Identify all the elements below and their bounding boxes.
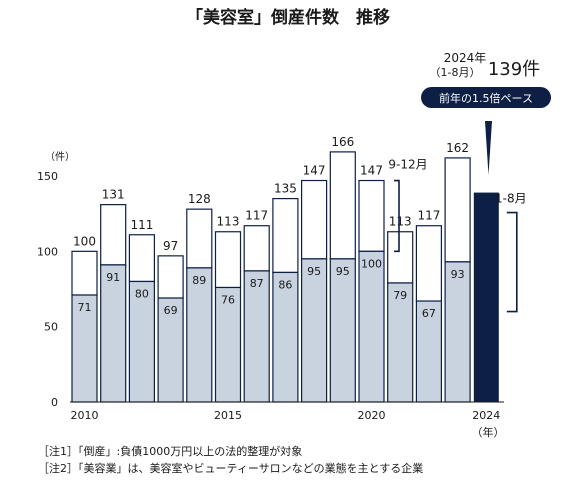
bar-total-label: 147 [303, 164, 326, 178]
label-1-8: 1-8月 [495, 192, 527, 206]
bars [71, 151, 499, 403]
x-axis-label: （年） [472, 425, 505, 439]
bar-segment-9-12 [157, 255, 184, 299]
bar-value-1-8: 80 [135, 287, 149, 300]
bar-value-1-8: 87 [250, 277, 264, 290]
callout-badge [421, 87, 551, 108]
bar-segment-9-12 [128, 234, 155, 283]
label-9-12: 9-12月 [388, 158, 427, 172]
bar-value-1-8: 93 [451, 268, 465, 281]
x-tick-label: 2024 [472, 409, 500, 422]
x-tick-label: 2020 [358, 409, 386, 422]
bar-total-label: 162 [446, 141, 469, 155]
bar-total-label: 117 [245, 209, 268, 223]
bar-segment-9-12 [71, 250, 98, 296]
note-2: ［注2］「美容業」は、美容室やビューティーサロンなどの業態を主とする企業 [38, 461, 423, 475]
bar-segment-9-12 [358, 179, 385, 252]
bar-value-1-8: 86 [278, 278, 292, 291]
x-tick-label: 2010 [71, 409, 99, 422]
bar-total-label: 117 [417, 209, 440, 223]
bar-labels: 71 100 91 131 80 111 69 97 89 128 76 113 87 117 86 135 9… [73, 135, 469, 320]
bar-segment-1-8 [444, 261, 471, 403]
bar-total-label: 131 [102, 188, 125, 202]
y-axis-label: （件） [45, 151, 75, 163]
callout-badge-text: 前年の1.5倍ペース [439, 91, 533, 105]
callout-year: 2024年 [444, 51, 487, 65]
bar-segment-1-8 [128, 280, 155, 403]
bar-segment-9-12 [186, 208, 213, 269]
bar-total-label: 113 [389, 215, 412, 229]
bar-segment-1-8 [415, 300, 442, 403]
bar-total-label: 100 [73, 234, 96, 248]
bar-value-1-8: 76 [221, 293, 235, 306]
bracket-1-8 [506, 211, 518, 313]
bar-segment-1-8 [157, 297, 184, 403]
y-tick-label: 50 [44, 321, 58, 334]
bar-value-1-8: 100 [361, 257, 382, 270]
note-1: ［注1］「倒産」:負債1000万円以上の法的整理が対象 [38, 444, 302, 458]
bar-segment-1-8 [329, 258, 356, 403]
y-tick-label: 100 [37, 245, 58, 258]
bar-segment-9-12 [243, 225, 270, 272]
bar-segment-9-12 [415, 225, 442, 302]
bar-segment-9-12 [301, 179, 328, 260]
bar-segment-1-8 [272, 271, 299, 403]
x-ticks: 2010 2015 2020 2024 [71, 409, 501, 422]
bar-total-label: 97 [163, 239, 178, 253]
callout-period: （1-8月） [430, 66, 481, 79]
bar-segment-9-12 [100, 204, 127, 266]
bar-segment-1-8 [243, 270, 270, 403]
bar-segment-1-8 [186, 267, 213, 403]
bar-value-1-8: 79 [393, 289, 407, 302]
bar-2024-1-8 [473, 192, 499, 402]
bar-segment-9-12 [444, 157, 471, 263]
bracket-9-12 [394, 179, 400, 253]
bar-value-1-8: 71 [78, 301, 92, 314]
y-ticks: 0 50 100 150 [37, 170, 58, 409]
chart-title: 「美容室」倒産件数 推移 [186, 7, 390, 28]
bar-total-label: 111 [130, 218, 153, 232]
bar-segment-9-12 [214, 231, 242, 289]
bar-segment-9-12 [272, 198, 299, 274]
callout-value: 139件 [488, 59, 540, 80]
y-tick-label: 0 [51, 396, 58, 409]
bar-segment-9-12 [387, 231, 414, 284]
bar-segment-1-8 [387, 282, 414, 403]
bar-value-1-8: 91 [106, 271, 120, 284]
bar-value-1-8: 95 [336, 265, 350, 278]
bar-value-1-8: 69 [164, 304, 178, 317]
bar-segment-1-8 [358, 250, 385, 403]
callout-pointer [485, 121, 492, 175]
bar-segment-9-12 [329, 151, 356, 260]
bar-total-label: 147 [360, 164, 383, 178]
bar-value-1-8: 95 [307, 265, 321, 278]
bar-segment-1-8 [100, 264, 127, 403]
bar-total-label: 166 [331, 135, 354, 149]
bar-total-label: 128 [188, 192, 211, 206]
y-tick-label: 150 [37, 170, 58, 183]
x-tick-label: 2015 [214, 409, 242, 422]
bar-value-1-8: 67 [422, 307, 436, 320]
bar-segment-1-8 [301, 258, 328, 403]
bar-value-1-8: 89 [192, 274, 206, 287]
bar-total-label: 113 [217, 215, 240, 229]
bar-total-label: 135 [274, 182, 297, 196]
